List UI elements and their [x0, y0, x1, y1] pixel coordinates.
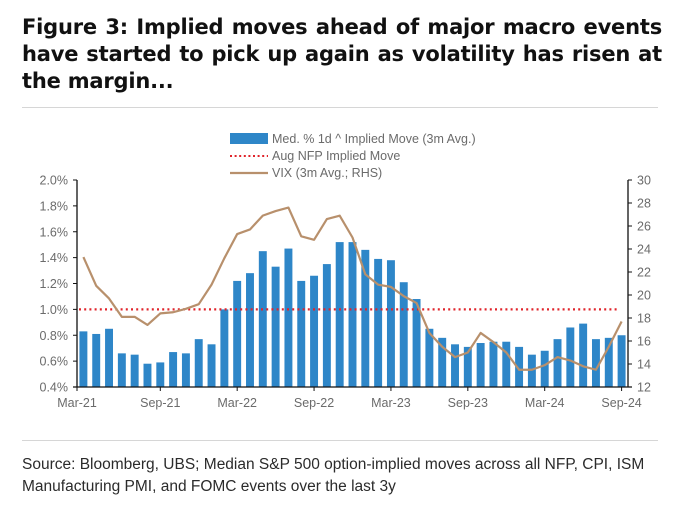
bar [258, 251, 267, 387]
y-tick-label-left: 1.6% [40, 225, 69, 239]
vix-line [82, 206, 623, 371]
y-tick-label-left: 0.4% [40, 381, 69, 395]
bar [386, 260, 395, 387]
bar [566, 327, 575, 387]
chart: Med. % 1d ^ Implied Move (3m Avg.) Aug N… [40, 132, 651, 411]
bar [361, 249, 370, 387]
bar [271, 266, 280, 387]
y-tick-label-left: 1.8% [40, 199, 69, 213]
bar [297, 280, 306, 387]
bar [425, 328, 434, 387]
axes: 0.4% 0.6% 0.8% 1.0% 1.2% 1.4% 1.6% 1.8% 2.0% 12 14… [40, 174, 651, 411]
x-tick-label: Sep-22 [294, 396, 334, 410]
bar-series [79, 242, 626, 388]
y-tick-label-right: 20 [637, 289, 651, 303]
figure-title: Figure 3: Implied moves ahead of major m… [22, 15, 662, 93]
y-tick-label-left: 0.6% [40, 355, 69, 369]
bar [374, 258, 383, 387]
y-tick-label-left: 0.8% [40, 329, 69, 343]
x-tick-label: Sep-21 [140, 396, 180, 410]
legend: Med. % 1d ^ Implied Move (3m Avg.) Aug N… [230, 132, 476, 180]
bar [79, 331, 88, 387]
bar [310, 275, 319, 387]
bar [591, 339, 600, 387]
bar [207, 344, 216, 387]
y-tick-label-right: 28 [637, 197, 651, 211]
bar [105, 328, 113, 387]
bar [489, 341, 498, 387]
y-tick-label-left: 1.4% [40, 251, 69, 265]
y-tick-label-right: 16 [637, 335, 651, 349]
x-tick-label: Mar-22 [217, 396, 257, 410]
bar [476, 343, 485, 387]
y-tick-label-left: 1.2% [40, 277, 69, 291]
bar [117, 353, 126, 387]
bar [617, 335, 626, 387]
bar [156, 362, 165, 387]
y-tick-label-right: 14 [637, 358, 651, 372]
bar [502, 341, 511, 387]
bar [540, 350, 549, 387]
bar [335, 242, 344, 387]
bar [169, 352, 178, 387]
bar [92, 333, 101, 387]
bar [194, 339, 203, 387]
bar [553, 339, 562, 387]
bar [181, 353, 190, 387]
legend-label-nfp: Aug NFP Implied Move [272, 149, 400, 163]
bar [399, 282, 408, 387]
bar [143, 363, 152, 387]
bar [322, 264, 331, 387]
y-tick-label-right: 22 [637, 266, 651, 280]
bar [130, 354, 139, 387]
source-divider [22, 440, 658, 441]
bar [463, 346, 472, 387]
y-tick-label-right: 26 [637, 220, 651, 234]
bar [412, 299, 421, 387]
bar [348, 242, 357, 387]
x-tick-label: Mar-21 [57, 396, 97, 410]
legend-label-vix: VIX (3m Avg.; RHS) [272, 166, 382, 180]
bar [220, 309, 229, 388]
bar [579, 323, 588, 387]
y-tick-label-right: 18 [637, 312, 651, 326]
bar [246, 273, 254, 387]
x-tick-label: Mar-24 [525, 396, 565, 410]
y-tick-label-right: 12 [637, 381, 651, 395]
source-note: Source: Bloomberg, UBS; Median S&P 500 o… [22, 456, 645, 495]
bar [515, 346, 524, 387]
y-tick-label-left: 2.0% [40, 174, 69, 188]
title-divider [22, 107, 658, 108]
bar [438, 337, 447, 387]
bar [284, 248, 293, 387]
y-tick-label-right: 30 [637, 174, 651, 188]
y-tick-label-right: 24 [637, 243, 651, 257]
y-tick-label-left: 1.0% [40, 303, 69, 317]
bar [451, 344, 459, 387]
bar [233, 280, 242, 387]
legend-swatch-bar [230, 133, 268, 144]
x-tick-label: Mar-23 [371, 396, 411, 410]
bar [604, 337, 613, 387]
legend-label-bar: Med. % 1d ^ Implied Move (3m Avg.) [272, 132, 476, 146]
x-tick-label: Sep-23 [448, 396, 488, 410]
x-tick-label: Sep-24 [601, 396, 641, 410]
